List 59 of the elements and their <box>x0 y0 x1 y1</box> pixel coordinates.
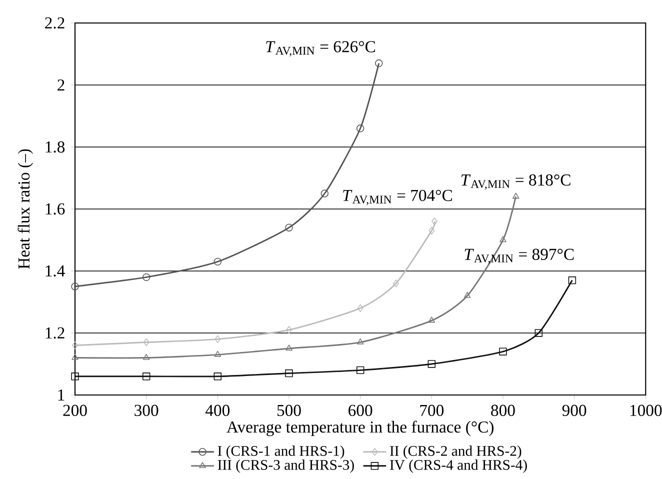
annotation: T$_{AV,MIN}$ = 818°C <box>461 174 570 190</box>
point <box>428 360 436 368</box>
point <box>375 59 383 68</box>
point <box>357 304 364 312</box>
legend-label: II (CRS-2 and HRS-2) <box>390 446 522 459</box>
point <box>214 350 222 357</box>
point <box>143 338 150 346</box>
point <box>499 348 507 356</box>
x-tick-label: 800 <box>491 404 515 416</box>
y-tick-label: 2 <box>58 79 64 91</box>
legend-label: I (CRS-1 and HRS-1) <box>218 446 344 459</box>
point <box>320 190 329 198</box>
point <box>500 236 506 242</box>
x-tick-label: 600 <box>348 404 372 416</box>
point <box>72 354 78 360</box>
point <box>142 354 150 360</box>
y-axis-title: Heat flux ratio (–) <box>18 149 33 269</box>
point <box>428 226 435 235</box>
point <box>285 224 293 232</box>
point <box>72 342 78 350</box>
point <box>356 338 364 344</box>
annotation: T$_{AV,MIN}$ = 626°C <box>266 41 376 56</box>
point <box>432 218 438 226</box>
point <box>356 366 364 374</box>
x-tick-label: 1000 <box>630 404 662 416</box>
legend-label: IV (CRS-4 and HRS-4) <box>390 460 527 473</box>
point <box>71 282 79 290</box>
x-tick-label: 200 <box>63 404 87 416</box>
point <box>214 372 222 380</box>
x-tick-label: 500 <box>277 404 301 416</box>
point <box>286 326 292 334</box>
y-tick-label: 1.6 <box>46 203 65 215</box>
point <box>392 280 399 288</box>
x-tick-label: 900 <box>562 404 586 416</box>
y-tick-label: 1.4 <box>46 265 65 277</box>
y-tick-label: 2.2 <box>45 17 64 29</box>
x-tick-label: 400 <box>206 404 230 416</box>
point <box>534 329 543 337</box>
point <box>464 292 471 298</box>
x-tick-label: 700 <box>420 404 444 416</box>
y-tick-label: 1.2 <box>46 327 64 339</box>
point <box>71 372 79 380</box>
point <box>512 192 520 199</box>
point <box>286 344 292 351</box>
point <box>214 258 222 266</box>
y-tick-label: 1 <box>58 389 64 400</box>
annotation: T$_{AV,MIN}$ = 897°C <box>464 248 574 264</box>
y-tick-label: 1.8 <box>46 141 65 153</box>
x-axis-title: Average temperature in the furnace (°C) <box>226 420 494 436</box>
point <box>142 372 150 380</box>
point <box>285 369 293 378</box>
annotation: T$_{AV,MIN}$ = 704°C <box>343 190 452 206</box>
point <box>142 273 150 282</box>
point <box>568 276 576 284</box>
point <box>356 124 364 132</box>
legend-label: III (CRS-3 and HRS-3) <box>218 460 354 473</box>
point <box>428 316 436 323</box>
x-tick-label: 300 <box>134 404 158 416</box>
point <box>214 335 221 344</box>
